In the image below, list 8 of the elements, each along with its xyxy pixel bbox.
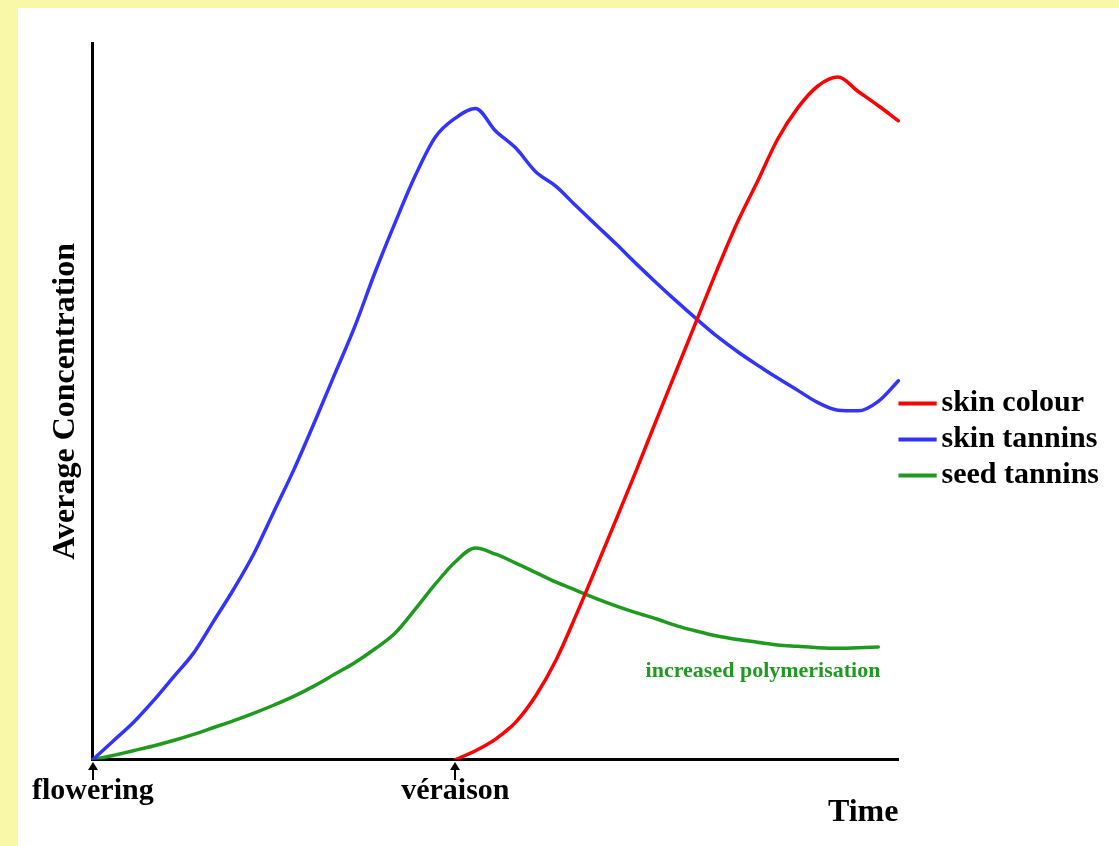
y-axis-title: Average Concentration	[44, 242, 81, 560]
x-axis-title: Time	[827, 792, 899, 829]
legend-label: skin colour	[941, 384, 1084, 418]
legend-label: seed tannins	[941, 456, 1099, 490]
annotation: increased polymerisation	[645, 657, 881, 683]
x-tick-label: flowering	[32, 772, 154, 806]
legend-label: skin tannins	[941, 420, 1098, 454]
x-tick-label: véraison	[401, 772, 510, 806]
